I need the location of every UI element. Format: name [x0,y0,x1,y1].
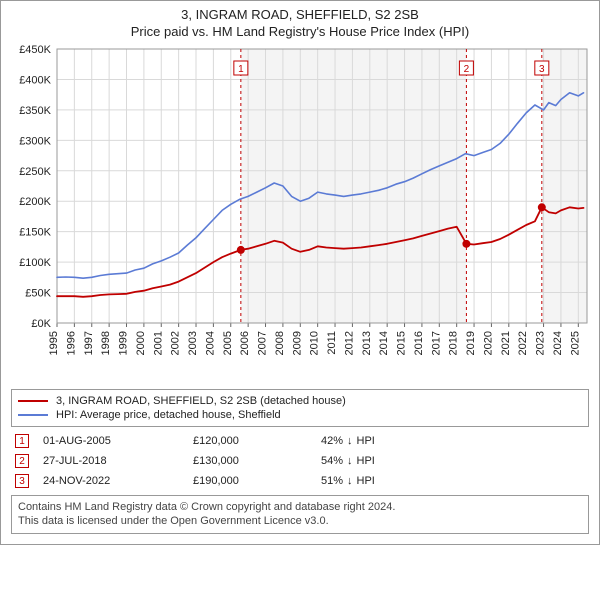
x-tick-label: 1999 [118,331,130,355]
sale-marker [462,240,470,248]
chart-container: { "title": "3, INGRAM ROAD, SHEFFIELD, S… [0,0,600,545]
legend-item: 3, INGRAM ROAD, SHEFFIELD, S2 2SB (detac… [18,394,582,408]
legend: 3, INGRAM ROAD, SHEFFIELD, S2 2SB (detac… [11,389,589,427]
x-tick-label: 2011 [326,331,338,355]
x-tick-label: 2019 [465,331,477,355]
x-tick-label: 2015 [396,331,408,355]
event-row: 3 24-NOV-2022£190,00051%↓HPI [11,471,589,491]
event-row: 2 27-JUL-2018£130,00054%↓HPI [11,451,589,471]
x-tick-label: 1995 [48,331,60,355]
event-badge: 3 [539,64,545,75]
y-tick-label: £350K [19,105,51,117]
events-table: 101-AUG-2005£120,00042%↓HPI227-JUL-2018£… [11,431,589,491]
event-price: £130,000 [193,455,303,467]
down-arrow-icon: ↓ [343,475,357,487]
event-pct: 51% [303,475,343,487]
price-chart: £0K £50K £100K £150K £200K £250K £300K £350K £40… [7,43,593,383]
down-arrow-icon: ↓ [343,435,357,447]
x-tick-label: 2018 [448,331,460,355]
legend-swatch [18,414,48,416]
chart-area: £0K £50K £100K £150K £200K £250K £300K £350K £40… [7,43,593,383]
event-date: 24-NOV-2022 [43,475,193,487]
event-number-badge: 1 [15,434,29,448]
y-tick-label: £0K [31,318,51,330]
footer-line1: Contains HM Land Registry data © Crown c… [18,500,582,514]
y-tick-label: £100K [19,257,51,269]
x-tick-label: 2002 [170,331,182,355]
event-pct: 42% [303,435,343,447]
y-tick-label: £250K [19,166,51,178]
chart-title: 3, INGRAM ROAD, SHEFFIELD, S2 2SB [7,7,593,22]
event-number-badge: 2 [15,454,29,468]
sale-marker [237,246,245,254]
x-tick-label: 1997 [83,331,95,355]
event-vs: HPI [357,455,375,467]
x-tick-label: 2007 [257,331,269,355]
legend-item: HPI: Average price, detached house, Shef… [18,408,582,422]
footer-line2: This data is licensed under the Open Gov… [18,514,582,528]
x-tick-label: 2010 [309,331,321,355]
chart-subtitle: Price paid vs. HM Land Registry's House … [7,24,593,39]
y-tick-label: £450K [19,44,51,56]
event-number-badge: 3 [15,474,29,488]
event-date: 27-JUL-2018 [43,455,193,467]
event-badge: 1 [238,64,244,75]
legend-label: 3, INGRAM ROAD, SHEFFIELD, S2 2SB (detac… [56,395,346,407]
event-price: £120,000 [193,435,303,447]
x-tick-label: 2009 [291,331,303,355]
event-vs: HPI [357,475,375,487]
legend-label: HPI: Average price, detached house, Shef… [56,409,281,421]
legend-swatch [18,400,48,402]
event-row: 1 01-AUG-2005£120,00042%↓HPI [11,431,589,451]
y-tick-label: £150K [19,227,51,239]
x-tick-label: 2012 [343,331,355,355]
x-tick-label: 2000 [135,331,147,355]
sale-marker [538,203,546,211]
event-price: £190,000 [193,475,303,487]
y-tick-label: £300K [19,135,51,147]
event-date: 01-AUG-2005 [43,435,193,447]
x-tick-label: 2016 [413,331,425,355]
x-tick-label: 2022 [517,331,529,355]
x-tick-label: 2017 [430,331,442,355]
x-tick-label: 2025 [569,331,581,355]
down-arrow-icon: ↓ [343,455,357,467]
y-tick-label: £400K [19,74,51,86]
y-tick-label: £200K [19,196,51,208]
x-tick-label: 1996 [65,331,77,355]
x-tick-label: 2008 [274,331,286,355]
x-tick-label: 2004 [204,331,216,355]
x-tick-label: 2020 [482,331,494,355]
event-vs: HPI [357,435,375,447]
x-tick-label: 2001 [152,331,164,355]
x-tick-label: 2003 [187,331,199,355]
x-tick-label: 2024 [552,331,564,355]
x-tick-label: 2014 [378,331,390,355]
x-tick-label: 2005 [222,331,234,355]
x-tick-label: 2013 [361,331,373,355]
x-tick-label: 2023 [535,331,547,355]
x-tick-label: 1998 [100,331,112,355]
x-tick-label: 2021 [500,331,512,355]
footer-attribution: Contains HM Land Registry data © Crown c… [11,495,589,534]
x-tick-label: 2006 [239,331,251,355]
y-tick-label: £50K [25,288,51,300]
event-badge: 2 [464,64,470,75]
event-pct: 54% [303,455,343,467]
